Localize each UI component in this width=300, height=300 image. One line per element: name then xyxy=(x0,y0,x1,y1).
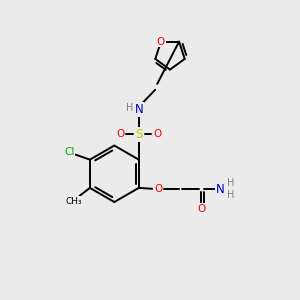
Text: H: H xyxy=(227,178,235,188)
Text: O: O xyxy=(153,129,161,140)
Text: O: O xyxy=(154,184,162,194)
Text: O: O xyxy=(197,204,205,214)
Text: CH₃: CH₃ xyxy=(65,197,82,206)
Text: H: H xyxy=(227,190,235,200)
Text: S: S xyxy=(135,128,142,141)
Text: Cl: Cl xyxy=(64,147,74,157)
Text: O: O xyxy=(157,37,165,46)
Text: H: H xyxy=(126,103,133,112)
Text: O: O xyxy=(116,129,124,140)
Text: N: N xyxy=(134,103,143,116)
Text: N: N xyxy=(216,183,225,196)
